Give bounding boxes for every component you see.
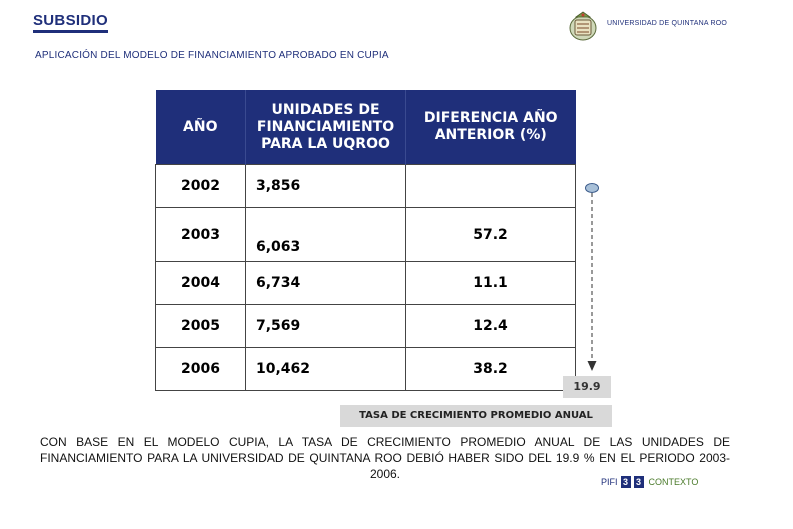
financing-table: AÑO UNIDADES DE FINANCIAMIENTO PARA LA U… [155, 90, 576, 391]
cell-units: 7,569 [245, 304, 406, 348]
average-rate-label: TASA DE CRECIMIENTO PROMEDIO ANUAL [340, 405, 612, 427]
cell-diff: 38.2 [405, 347, 576, 391]
university-seal-icon [569, 11, 597, 41]
cell-units: 6,063 [245, 207, 406, 262]
footer-context-link[interactable]: CONTEXTO [648, 477, 699, 487]
table-row: 2003 6,063 57.2 [155, 207, 576, 262]
footer-subsection-number[interactable]: 3 [633, 476, 644, 488]
table-row: 2002 3,856 [155, 164, 576, 208]
cell-year: 2006 [155, 347, 246, 391]
slide-subtitle: APLICACIÓN DEL MODELO DE FINANCIAMIENTO … [35, 50, 389, 61]
cell-year: 2004 [155, 261, 246, 305]
cell-units: 6,734 [245, 261, 406, 305]
cell-diff [405, 164, 576, 208]
footer-section-number[interactable]: 3 [620, 476, 631, 488]
footer-pifi-label: PIFI [601, 477, 618, 487]
cell-diff: 11.1 [405, 261, 576, 305]
dashed-arrow-icon [585, 183, 599, 371]
table-header-row: AÑO UNIDADES DE FINANCIAMIENTO PARA LA U… [155, 90, 576, 165]
cell-year: 2005 [155, 304, 246, 348]
cell-units: 10,462 [245, 347, 406, 391]
cell-diff: 12.4 [405, 304, 576, 348]
footer-nav: PIFI 3 3 CONTEXTO [601, 476, 698, 488]
table-row: 2005 7,569 12.4 [155, 304, 576, 348]
cell-units: 3,856 [245, 164, 406, 208]
cell-year: 2003 [155, 207, 246, 262]
conclusion-text: CON BASE EN EL MODELO CUPIA, LA TASA DE … [40, 435, 730, 481]
header-diff: DIFERENCIA AÑO ANTERIOR (%) [405, 90, 576, 165]
cell-diff: 57.2 [405, 207, 576, 262]
header-year: AÑO [155, 90, 246, 165]
header-units: UNIDADES DE FINANCIAMIENTO PARA LA UQROO [245, 90, 406, 165]
slide-title: SUBSIDIO [33, 12, 108, 33]
university-name: UNIVERSIDAD DE QUINTANA ROO [607, 20, 728, 27]
table-row: 2006 10,462 38.2 [155, 347, 576, 391]
average-rate-value: 19.9 [563, 376, 611, 398]
table-row: 2004 6,734 11.1 [155, 261, 576, 305]
cell-year: 2002 [155, 164, 246, 208]
